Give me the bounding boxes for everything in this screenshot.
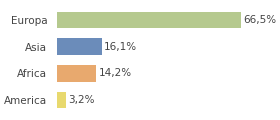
Text: 3,2%: 3,2%: [69, 95, 95, 105]
Text: 16,1%: 16,1%: [104, 42, 137, 52]
Bar: [57, 65, 96, 81]
Text: 14,2%: 14,2%: [99, 68, 132, 78]
Text: 66,5%: 66,5%: [244, 15, 277, 25]
Bar: [57, 12, 241, 28]
Bar: [57, 92, 66, 108]
Bar: [57, 39, 102, 55]
